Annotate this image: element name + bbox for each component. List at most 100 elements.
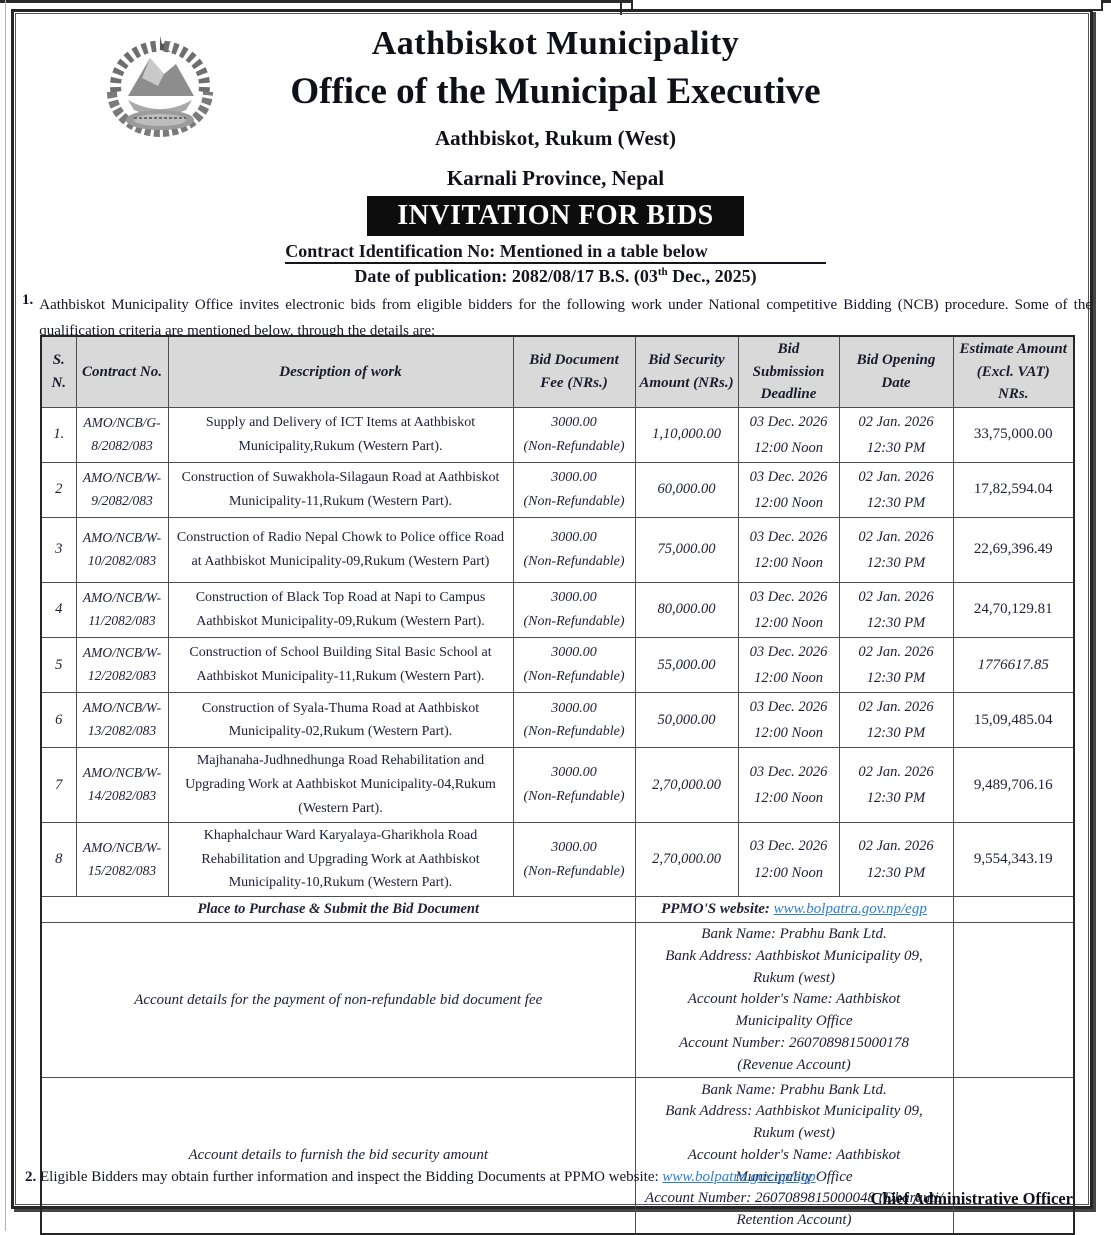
col-header-estimate: Estimate Amount (Excl. VAT) NRs.: [952, 335, 1075, 408]
opening-cell: 02 Jan. 2026 12:30 PM: [838, 692, 954, 749]
sn-cell: 5: [40, 637, 77, 694]
estimate-cell: 15,09,485.04: [952, 692, 1075, 749]
publication-suffix: Dec., 2025): [667, 266, 757, 286]
deadline-cell: 03 Dec. 2026 12:00 Noon: [737, 516, 840, 583]
estimate-cell: 22,69,396.49: [952, 516, 1075, 583]
description-cell: Construction of Radio Nepal Chowk to Pol…: [167, 516, 514, 583]
ppmo-website-cell: PPMO'S website: www.bolpatra.gov.np/egp: [634, 896, 954, 924]
opening-cell: 02 Jan. 2026 12:30 PM: [838, 461, 954, 518]
col-header-description: Description of work: [167, 335, 514, 408]
deadline-cell: 03 Dec. 2026 12:00 Noon: [737, 747, 840, 823]
contract-no-cell: AMO/NCB/W- 12/2082/083: [75, 637, 169, 694]
contract-no-cell: AMO/NCB/W- 15/2082/083: [75, 821, 169, 898]
address-line-1: Aathbiskot, Rukum (West): [435, 126, 676, 150]
description-cell: Majhanaha-Judhnedhunga Road Rehabilitati…: [167, 747, 514, 823]
bids-table: S. N. Contract No. Description of work B…: [40, 335, 1075, 1235]
empty-cell: [952, 922, 1075, 1079]
sn-cell: 8: [40, 821, 77, 898]
invitation-banner-wrap: INVITATION FOR BIDS: [0, 196, 1111, 236]
deadline-cell: 03 Dec. 2026 12:00 Noon: [737, 406, 840, 463]
table-row: 7 AMO/NCB/W- 14/2082/083 Majhanaha-Judhn…: [40, 747, 1075, 823]
col-header-deadline: Bid Submission Deadline: [737, 335, 840, 408]
deadline-cell: 03 Dec. 2026 12:00 Noon: [737, 692, 840, 749]
nepal-municipality-emblem-icon: [107, 36, 213, 137]
security-cell: 80,000.00: [634, 581, 739, 639]
fee-cell: 3000.00 (Non-Refundable): [512, 461, 636, 518]
estimate-cell: 24,70,129.81: [952, 581, 1075, 639]
table-header-row: S. N. Contract No. Description of work B…: [40, 335, 1075, 408]
security-cell: 1,10,000.00: [634, 406, 739, 463]
estimate-cell: 1776617.85: [952, 637, 1075, 694]
empty-cell: [952, 1077, 1075, 1235]
description-cell: Supply and Delivery of ICT Items at Aath…: [167, 406, 514, 463]
opening-cell: 02 Jan. 2026 12:30 PM: [838, 747, 954, 823]
estimate-cell: 9,489,706.16: [952, 747, 1075, 823]
table-row: 5 AMO/NCB/W- 12/2082/083 Construction of…: [40, 637, 1075, 694]
contract-id-line: Contract Identification No: Mentioned in…: [0, 241, 1111, 264]
col-header-sn: S. N.: [40, 335, 77, 408]
contract-id-underlined-text: Contract Identification No: Mentioned in…: [285, 241, 826, 264]
opening-cell: 02 Jan. 2026 12:30 PM: [838, 406, 954, 463]
ppmo-website-link[interactable]: www.bolpatra.gov.np/egp: [773, 901, 927, 918]
fee-cell: 3000.00 (Non-Refundable): [512, 821, 636, 898]
footer-note-2: 2. Eligible Bidders may obtain further i…: [25, 1169, 1085, 1186]
footer-note-text: Eligible Bidders may obtain further info…: [36, 1169, 663, 1185]
opening-cell: 02 Jan. 2026 12:30 PM: [838, 581, 954, 639]
account-details-row: Account details to furnish the bid secur…: [40, 1077, 1075, 1235]
estimate-cell: 9,554,343.19: [952, 821, 1075, 898]
description-cell: Khaphalchaur Ward Karyalaya-Gharikhola R…: [167, 821, 514, 898]
security-cell: 50,000.00: [634, 692, 739, 749]
footer-note-number: 2.: [25, 1169, 37, 1185]
sn-cell: 2: [40, 461, 77, 518]
security-cell: 60,000.00: [634, 461, 739, 518]
contract-no-cell: AMO/NCB/W- 11/2082/083: [75, 581, 169, 639]
estimate-cell: 17,82,594.04: [952, 461, 1075, 518]
contract-no-cell: AMO/NCB/W- 9/2082/083: [75, 461, 169, 518]
footer-ppmo-link[interactable]: www.bolpatra.gov.np/egp: [662, 1169, 816, 1185]
account-fee-details: Bank Name: Prabhu Bank Ltd. Bank Address…: [634, 922, 954, 1079]
table-row: 8 AMO/NCB/W- 15/2082/083 Khaphalchaur Wa…: [40, 821, 1075, 898]
publication-superscript: th: [657, 266, 668, 278]
contract-no-cell: AMO/NCB/W- 13/2082/083: [75, 692, 169, 749]
publication-date-line: Date of publication: 2082/08/17 B.S. (03…: [0, 266, 1111, 287]
contract-no-cell: AMO/NCB/W- 14/2082/083: [75, 747, 169, 823]
publication-prefix: Date of publication: 2082/08/17 B.S. (03: [354, 266, 658, 286]
fee-cell: 3000.00 (Non-Refundable): [512, 692, 636, 749]
fee-cell: 3000.00 (Non-Refundable): [512, 581, 636, 639]
account-security-label: Account details to furnish the bid secur…: [40, 1077, 636, 1235]
deadline-cell: 03 Dec. 2026 12:00 Noon: [737, 637, 840, 694]
invitation-banner: INVITATION FOR BIDS: [367, 196, 744, 236]
sn-cell: 1.: [40, 406, 77, 463]
contract-no-cell: AMO/NCB/G- 8/2082/083: [75, 406, 169, 463]
security-cell: 2,70,000.00: [634, 747, 739, 823]
col-header-security: Bid Security Amount (NRs.): [634, 335, 739, 408]
table-row: 4 AMO/NCB/W- 11/2082/083 Construction of…: [40, 581, 1075, 639]
description-cell: Construction of School Building Sital Ba…: [167, 637, 514, 694]
account-security-details: Bank Name: Prabhu Bank Ltd. Bank Address…: [634, 1077, 954, 1235]
description-cell: Construction of Black Top Road at Napi t…: [167, 581, 514, 639]
ppmo-website-label: PPMO'S website:: [661, 901, 774, 918]
table-row: 3 AMO/NCB/W- 10/2082/083 Construction of…: [40, 516, 1075, 583]
deadline-cell: 03 Dec. 2026 12:00 Noon: [737, 581, 840, 639]
scan-artifact-top-line: [0, 0, 1111, 3]
deadline-cell: 03 Dec. 2026 12:00 Noon: [737, 461, 840, 518]
sn-cell: 6: [40, 692, 77, 749]
security-cell: 2,70,000.00: [634, 821, 739, 898]
account-details-row: Account details for the payment of non-r…: [40, 922, 1075, 1079]
deadline-cell: 03 Dec. 2026 12:00 Noon: [737, 821, 840, 898]
col-header-fee: Bid Document Fee (NRs.): [512, 335, 636, 408]
col-header-contract: Contract No.: [75, 335, 169, 408]
estimate-cell: 33,75,000.00: [952, 406, 1075, 463]
opening-cell: 02 Jan. 2026 12:30 PM: [838, 516, 954, 583]
intro-number: 1.: [22, 292, 34, 308]
scan-artifact-left-edge: [5, 0, 6, 1231]
sn-cell: 3: [40, 516, 77, 583]
fee-cell: 3000.00 (Non-Refundable): [512, 406, 636, 463]
account-fee-label: Account details for the payment of non-r…: [40, 922, 636, 1079]
contract-no-cell: AMO/NCB/W- 10/2082/083: [75, 516, 169, 583]
fee-cell: 3000.00 (Non-Refundable): [512, 637, 636, 694]
table-row: 2 AMO/NCB/W- 9/2082/083 Construction of …: [40, 461, 1075, 518]
table-row: 1. AMO/NCB/G- 8/2082/083 Supply and Deli…: [40, 406, 1075, 463]
sn-cell: 7: [40, 747, 77, 823]
opening-cell: 02 Jan. 2026 12:30 PM: [838, 637, 954, 694]
